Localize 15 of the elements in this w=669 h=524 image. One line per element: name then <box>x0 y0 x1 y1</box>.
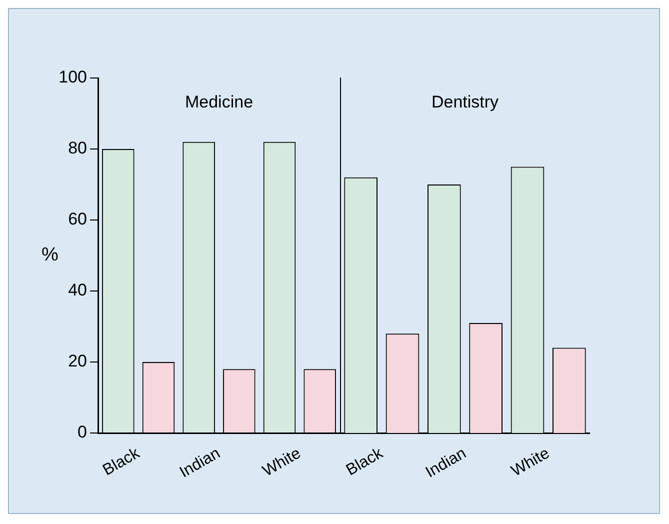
y-tick-label: 80 <box>68 138 87 158</box>
y-tick-label: 20 <box>68 352 87 371</box>
x-tick-label: Indian <box>422 444 470 482</box>
y-axis-title: % <box>42 244 59 266</box>
text: Medicine <box>184 92 254 112</box>
y-tick-label: 100 <box>58 68 87 87</box>
x-tick-label: Black <box>100 444 144 480</box>
x-tick-label: White <box>260 444 304 480</box>
y-tick-label: 60 <box>68 210 87 229</box>
y-tick-label: 40 <box>68 280 87 300</box>
y-tick-label: 0 <box>78 422 87 442</box>
x-tick-label: Indian <box>176 444 224 482</box>
x-tick-label: White <box>508 444 553 480</box>
text: Dentistry <box>431 92 500 112</box>
x-tick-label: Black <box>343 444 387 480</box>
